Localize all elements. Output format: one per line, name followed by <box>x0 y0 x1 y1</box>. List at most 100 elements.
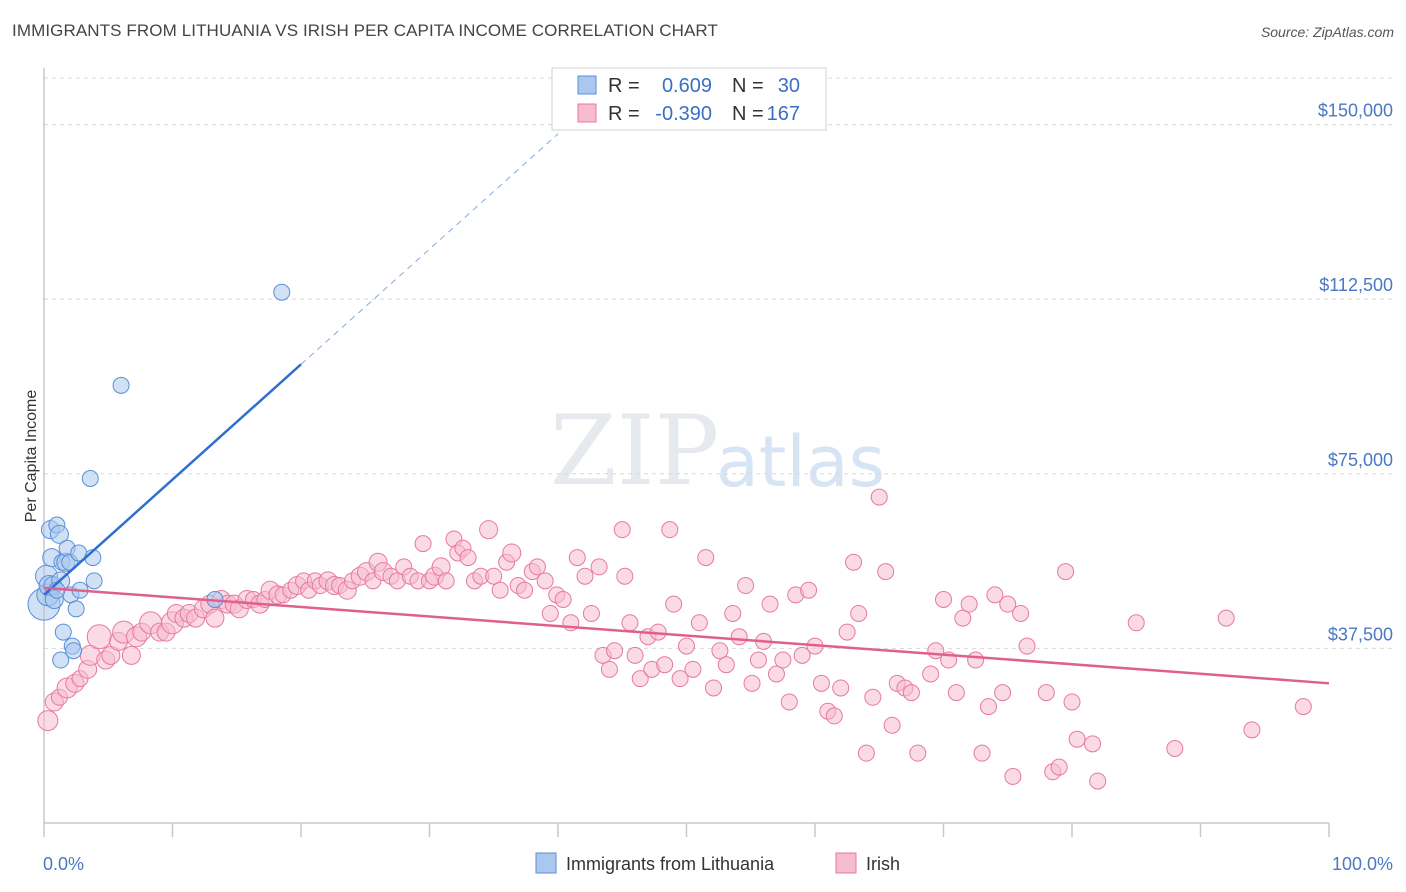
irish-point <box>979 698 997 716</box>
irish-point <box>479 520 499 540</box>
irish-point <box>665 595 683 613</box>
irish-point <box>1004 767 1022 785</box>
irish-point <box>774 651 792 669</box>
stats-r-label-irish: R = <box>608 103 640 125</box>
lithuania-point <box>52 651 70 669</box>
irish-point <box>825 707 843 725</box>
irish-point <box>857 744 875 762</box>
irish-point <box>1089 772 1107 790</box>
irish-point <box>724 604 742 622</box>
irish-trend-line <box>43 586 1330 685</box>
irish-point <box>761 595 779 613</box>
irish-point <box>711 642 729 660</box>
source-label: Source: ZipAtlas.com <box>1260 24 1394 40</box>
irish-point <box>870 488 888 506</box>
irish-point <box>626 646 644 664</box>
irish-point <box>730 628 748 646</box>
irish-point <box>832 679 850 697</box>
watermark-zip: ZIP <box>550 395 719 507</box>
irish-point <box>902 684 920 702</box>
stats-n-label-irish: N = <box>732 103 764 125</box>
irish-point <box>935 591 952 608</box>
lithuania-point <box>112 376 130 394</box>
irish-point <box>1068 730 1086 748</box>
irish-point <box>536 572 554 590</box>
stats-n-value-irish: 167 <box>767 103 800 125</box>
irish-point <box>491 581 509 599</box>
irish-point <box>793 646 811 664</box>
irish-point <box>656 656 674 674</box>
stats-r-value-irish: -0.390 <box>655 103 712 125</box>
x-tick-label-max: 100.0% <box>1332 854 1393 874</box>
irish-point <box>749 651 767 669</box>
irish-point <box>960 595 978 613</box>
lithuania-point <box>85 572 103 590</box>
watermark: ZIP atlas <box>550 395 885 507</box>
irish-point <box>909 744 927 762</box>
irish-point <box>631 670 649 688</box>
irish-point <box>502 543 522 563</box>
lithuania-point <box>49 524 69 544</box>
series-lithuania-points <box>27 283 291 669</box>
y-tick-labels: $37,500 $75,000 $112,500 $150,000 <box>1318 101 1393 645</box>
irish-point <box>1084 735 1102 753</box>
y-axis-label: Per Capita Income <box>23 390 40 523</box>
lithuania-point <box>65 642 83 660</box>
stats-legend-swatch-irish <box>577 103 597 123</box>
irish-point <box>671 670 689 688</box>
trend-lines <box>43 133 1330 685</box>
grid <box>44 77 1393 649</box>
irish-point <box>600 660 618 678</box>
irish-point <box>528 558 546 576</box>
lithuania-point <box>67 600 85 618</box>
irish-point <box>999 595 1017 613</box>
y-tick-label: $150,000 <box>1318 101 1393 121</box>
irish-point <box>697 549 715 567</box>
stats-legend-box <box>551 67 827 131</box>
lithuania-point <box>273 283 291 301</box>
irish-point <box>986 586 1004 604</box>
series-legend: Immigrants from Lithuania Irish <box>535 852 900 874</box>
irish-point <box>838 623 856 641</box>
irish-point <box>743 674 761 692</box>
irish-point <box>616 567 634 585</box>
irish-point <box>780 693 798 711</box>
irish-point <box>582 604 600 622</box>
irish-point <box>1057 563 1075 581</box>
x-tick-label-min: 0.0% <box>43 854 84 874</box>
irish-point <box>37 710 59 732</box>
irish-point <box>812 674 830 692</box>
irish-point <box>485 567 503 585</box>
irish-point <box>973 744 991 762</box>
irish-point <box>1217 609 1235 627</box>
irish-point <box>86 624 112 650</box>
irish-point <box>568 549 586 567</box>
irish-point <box>877 563 895 581</box>
irish-point <box>590 558 608 576</box>
irish-point <box>621 614 639 632</box>
irish-point <box>767 665 785 683</box>
irish-point <box>606 642 624 660</box>
irish-point <box>954 609 972 627</box>
irish-point <box>1012 604 1030 622</box>
stats-legend: R = 0.609 N = 30 R = -0.390 N = 167 <box>551 67 827 131</box>
lithuania-trend-extension <box>300 133 559 365</box>
irish-point <box>947 684 965 702</box>
irish-point <box>437 572 455 590</box>
irish-point <box>541 604 559 622</box>
irish-point <box>554 591 572 608</box>
irish-point <box>1294 698 1312 716</box>
legend-label-irish: Irish <box>866 854 900 874</box>
irish-point <box>661 521 679 539</box>
legend-label-lithuania: Immigrants from Lithuania <box>566 854 775 874</box>
stats-n-label-lithuania: N = <box>732 75 764 97</box>
irish-point <box>883 716 901 734</box>
irish-point <box>121 645 141 665</box>
irish-point <box>1018 637 1036 655</box>
irish-point <box>994 684 1012 702</box>
irish-point <box>1050 758 1068 776</box>
irish-point <box>704 679 722 697</box>
irish-point <box>737 577 755 595</box>
irish-point <box>690 614 708 632</box>
